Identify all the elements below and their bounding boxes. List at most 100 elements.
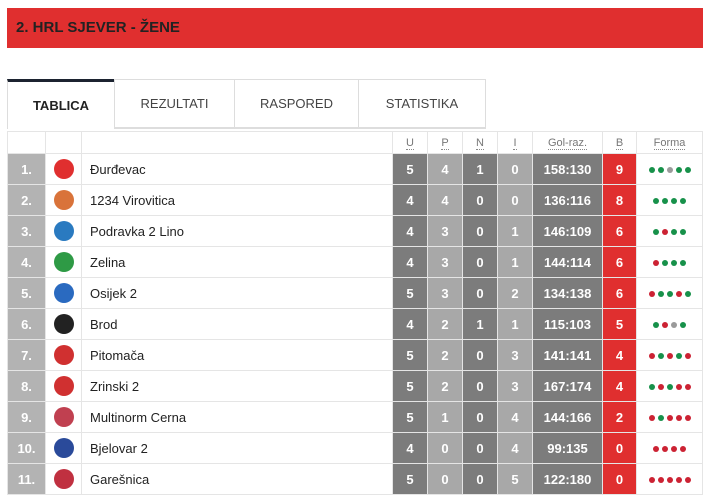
team-name[interactable]: Multinorm Cerna [81, 401, 393, 433]
draws-cell: 0 [462, 277, 498, 309]
points-cell: 0 [602, 463, 637, 495]
form-win-dot [671, 260, 677, 267]
team-logo-icon [53, 345, 74, 365]
draws-cell: 1 [462, 308, 498, 340]
goal-diff-cell: 158:130 [532, 153, 603, 185]
team-name[interactable]: Podravka 2 Lino [81, 215, 393, 247]
table-row[interactable]: 6. Brod 4 2 1 1 115:103 5 [7, 308, 703, 340]
table-row[interactable]: 3. Podravka 2 Lino 4 3 0 1 146:109 6 [7, 215, 703, 247]
form-loss-dot [666, 353, 673, 360]
played-cell: 5 [392, 339, 428, 371]
form-cell [636, 463, 703, 495]
header-u: U [392, 131, 428, 154]
team-name[interactable]: 1234 Virovitica [81, 184, 393, 216]
header-team [81, 131, 393, 154]
header-b: B [602, 131, 637, 154]
team-logo-cell [45, 308, 82, 340]
team-name[interactable]: Garešnica [81, 463, 393, 495]
rank-cell: 11. [7, 463, 46, 495]
header-p: P [427, 131, 463, 154]
header-rank [7, 131, 46, 154]
draws-cell: 0 [462, 184, 498, 216]
team-name[interactable]: Đurđevac [81, 153, 393, 185]
league-title: 2. HRL SJEVER - ŽENE [7, 8, 703, 48]
played-cell: 5 [392, 401, 428, 433]
wins-cell: 2 [427, 308, 463, 340]
form-loss-dot [675, 291, 682, 298]
played-cell: 5 [392, 153, 428, 185]
table-row[interactable]: 5. Osijek 2 5 3 0 2 134:138 6 [7, 277, 703, 309]
losses-cell: 3 [497, 370, 533, 402]
form-win-dot [648, 384, 655, 391]
table-row[interactable]: 1. Đurđevac 5 4 1 0 158:130 9 [7, 153, 703, 185]
form-loss-dot [648, 477, 655, 484]
draws-cell: 0 [462, 401, 498, 433]
table-row[interactable]: 4. Zelina 4 3 0 1 144:114 6 [7, 246, 703, 278]
team-name[interactable]: Bjelovar 2 [81, 432, 393, 464]
team-name[interactable]: Pitomača [81, 339, 393, 371]
tab-rezultati[interactable]: REZULTATI [114, 79, 234, 129]
losses-cell: 4 [497, 401, 533, 433]
team-logo-icon [53, 252, 74, 272]
team-name[interactable]: Zrinski 2 [81, 370, 393, 402]
table-row[interactable]: 8. Zrinski 2 5 2 0 3 167:174 4 [7, 370, 703, 402]
form-win-dot [653, 198, 659, 205]
wins-cell: 1 [427, 401, 463, 433]
tab-statistika[interactable]: STATISTIKA [358, 79, 485, 129]
form-win-dot [657, 415, 664, 422]
form-win-dot [657, 353, 664, 360]
form-win-dot [648, 167, 655, 174]
played-cell: 4 [392, 308, 428, 340]
team-name[interactable]: Osijek 2 [81, 277, 393, 309]
played-cell: 5 [392, 463, 428, 495]
form-win-dot [662, 198, 668, 205]
team-logo-cell [45, 153, 82, 185]
form-win-dot [680, 229, 686, 236]
team-logo-cell [45, 432, 82, 464]
team-logo-cell [45, 246, 82, 278]
form-win-dot [684, 167, 691, 174]
wins-cell: 0 [427, 432, 463, 464]
rank-cell: 4. [7, 246, 46, 278]
wins-cell: 4 [427, 153, 463, 185]
tab-tablica[interactable]: TABLICA [7, 79, 114, 129]
form-cell [636, 401, 703, 433]
played-cell: 4 [392, 184, 428, 216]
form-win-dot [666, 291, 673, 298]
points-cell: 5 [602, 308, 637, 340]
team-logo-cell [45, 401, 82, 433]
table-row[interactable]: 11. Garešnica 5 0 0 5 122:180 0 [7, 463, 703, 495]
draws-cell: 0 [462, 215, 498, 247]
form-loss-dot [648, 291, 655, 298]
form-cell [636, 153, 703, 185]
team-name[interactable]: Zelina [81, 246, 393, 278]
team-logo-cell [45, 184, 82, 216]
form-win-dot [666, 384, 673, 391]
wins-cell: 4 [427, 184, 463, 216]
form-loss-dot [680, 446, 686, 453]
team-logo-cell [45, 215, 82, 247]
rank-cell: 8. [7, 370, 46, 402]
team-logo-icon [53, 190, 74, 210]
form-cell [636, 308, 703, 340]
points-cell: 4 [602, 339, 637, 371]
wins-cell: 2 [427, 339, 463, 371]
form-loss-dot [648, 415, 655, 422]
table-row[interactable]: 2. 1234 Virovitica 4 4 0 0 136:116 8 [7, 184, 703, 216]
goal-diff-cell: 141:141 [532, 339, 603, 371]
table-row[interactable]: 10. Bjelovar 2 4 0 0 4 99:135 0 [7, 432, 703, 464]
table-row[interactable]: 9. Multinorm Cerna 5 1 0 4 144:166 2 [7, 401, 703, 433]
table-row[interactable]: 7. Pitomača 5 2 0 3 141:141 4 [7, 339, 703, 371]
form-loss-dot [653, 446, 659, 453]
team-name[interactable]: Brod [81, 308, 393, 340]
header-i: I [497, 131, 533, 154]
tab-raspored[interactable]: RASPORED [234, 79, 358, 129]
rank-cell: 9. [7, 401, 46, 433]
team-logo-icon [53, 159, 74, 179]
form-cell [636, 215, 703, 247]
team-logo-cell [45, 277, 82, 309]
rank-cell: 1. [7, 153, 46, 185]
rank-cell: 3. [7, 215, 46, 247]
draws-cell: 0 [462, 370, 498, 402]
form-loss-dot [662, 229, 668, 236]
